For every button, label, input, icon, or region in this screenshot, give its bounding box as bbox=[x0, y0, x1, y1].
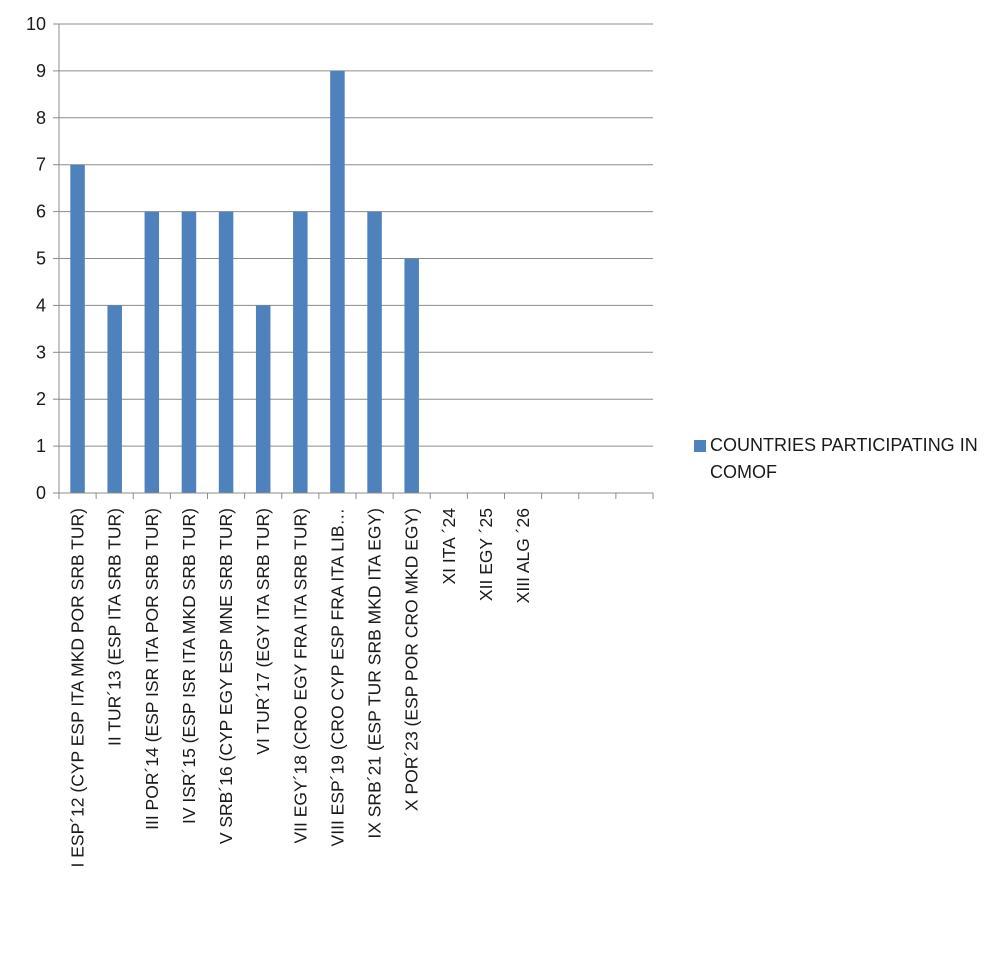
x-tick-label: V SRB´16 (CYP EGY ESP MNE SRB TUR) bbox=[216, 508, 236, 844]
x-tick-label: VII EGY´18 (CRO EGY FRA ITA SRB TUR) bbox=[290, 508, 310, 844]
y-tick-label: 2 bbox=[36, 389, 46, 409]
y-tick-label: 0 bbox=[36, 483, 46, 503]
legend-label: COUNTRIES PARTICIPATING IN COMOF bbox=[710, 435, 978, 482]
y-tick-label: 4 bbox=[36, 295, 46, 315]
bar bbox=[107, 305, 122, 493]
bar bbox=[181, 211, 197, 493]
bar bbox=[144, 211, 160, 493]
legend: COUNTRIES PARTICIPATING IN COMOF bbox=[694, 432, 1000, 486]
axes bbox=[53, 23, 654, 499]
y-tick-label: 3 bbox=[36, 342, 46, 362]
x-tick-label: VIII ESP´19 (CRO CYP ESP FRA ITA LIB… bbox=[327, 508, 347, 846]
x-tick-label: IV ISR´15 (ESP ISR ITA MKD SRB TUR) bbox=[179, 508, 199, 824]
x-tick-label: III POR´14 (ESP ISR ITA POR SRB TUR) bbox=[142, 508, 162, 830]
y-tick-label: 7 bbox=[36, 155, 46, 175]
legend-swatch bbox=[694, 440, 706, 452]
bar bbox=[218, 211, 234, 493]
bars bbox=[70, 70, 419, 494]
x-tick-label: XIII ALG ´26 bbox=[513, 508, 533, 603]
y-tick-label: 9 bbox=[36, 61, 46, 81]
bar bbox=[367, 211, 382, 493]
x-tick-label: IX SRB´21 (ESP TUR SRB MKD ITA EGY) bbox=[365, 508, 385, 839]
x-tick-label: X POR´23 (ESP POR CRO MKD EGY) bbox=[402, 508, 422, 811]
x-tick-label: XI ITA ´24 bbox=[439, 508, 459, 585]
bar bbox=[404, 258, 419, 493]
y-axis-tick-labels: 0 1 2 3 4 5 6 7 8 9 10 bbox=[26, 14, 46, 503]
y-tick-label: 5 bbox=[36, 249, 46, 269]
bar bbox=[70, 164, 85, 493]
bar bbox=[293, 211, 308, 493]
bar bbox=[255, 305, 271, 493]
x-axis-tick-labels: I ESP´12 (CYP ESP ITA MKD POR SRB TUR) II… bbox=[68, 508, 534, 868]
bar bbox=[330, 70, 345, 494]
y-tick-label: 1 bbox=[36, 436, 46, 456]
y-tick-label: 10 bbox=[26, 14, 46, 34]
x-tick-label: I ESP´12 (CYP ESP ITA MKD POR SRB TUR) bbox=[68, 508, 88, 868]
y-tick-label: 6 bbox=[36, 202, 46, 222]
y-tick-label: 8 bbox=[36, 108, 46, 128]
x-tick-label: VI TUR´17 (EGY ITA SRB TUR) bbox=[253, 508, 273, 755]
x-tick-label: XII EGY ´25 bbox=[476, 508, 496, 601]
x-tick-label: II TUR´13 (ESP ITA SRB TUR) bbox=[105, 508, 125, 746]
